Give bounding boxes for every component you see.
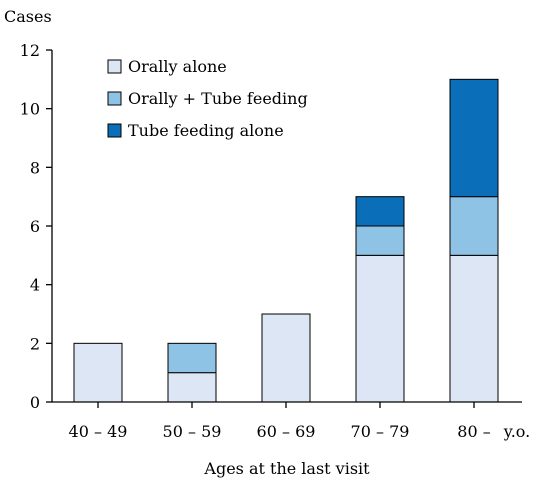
y-tick-label: 8 (30, 158, 40, 177)
bar-segment-orally-alone (167, 372, 217, 403)
x-axis-ticks: 40 – 49 50 – 59 60 – 69 70 – 79 80 – (69, 402, 491, 441)
bars (73, 78, 499, 403)
y-tick-label: 2 (30, 334, 40, 353)
bar-segment-orally-alone (73, 342, 123, 403)
bar-segment-tube-alone (449, 78, 499, 198)
y-axis-ticks: 0 2 4 6 8 10 12 (20, 41, 52, 412)
bar-segment-orally-alone (355, 254, 405, 403)
x-tick-label: 70 – 79 (351, 422, 410, 441)
legend-label: Orally + Tube feeding (128, 89, 308, 108)
y-tick-label: 6 (30, 217, 40, 236)
bar-segment-tube-alone (355, 196, 405, 227)
y-axis-label: Cases (4, 7, 52, 26)
bar-segment-orally-tube (167, 342, 217, 374)
bar-segment-orally-tube (355, 225, 405, 256)
x-tick-label: 40 – 49 (69, 422, 128, 441)
x-axis-label: Ages at the last visit (203, 459, 370, 478)
x-tick-label: 60 – 69 (257, 422, 316, 441)
y-tick-label: 4 (30, 276, 40, 295)
y-tick-label: 0 (30, 393, 40, 412)
y-tick-label: 12 (20, 41, 40, 60)
bar-segment-orally-tube (449, 196, 499, 256)
legend-swatch (107, 91, 122, 106)
bar-segment-orally-alone (449, 254, 499, 403)
legend-swatch (107, 59, 122, 74)
bar-segment-orally-alone (261, 313, 311, 403)
x-axis-unit: y.o. (503, 422, 530, 441)
legend: Orally alone Orally + Tube feeding Tube fe… (107, 57, 308, 140)
legend-label: Tube feeding alone (128, 121, 284, 140)
legend-swatch (107, 123, 122, 138)
x-tick-label: 50 – 59 (163, 422, 222, 441)
x-tick-label: 80 – (457, 422, 490, 441)
legend-label: Orally alone (128, 57, 227, 76)
y-tick-label: 10 (20, 100, 40, 119)
